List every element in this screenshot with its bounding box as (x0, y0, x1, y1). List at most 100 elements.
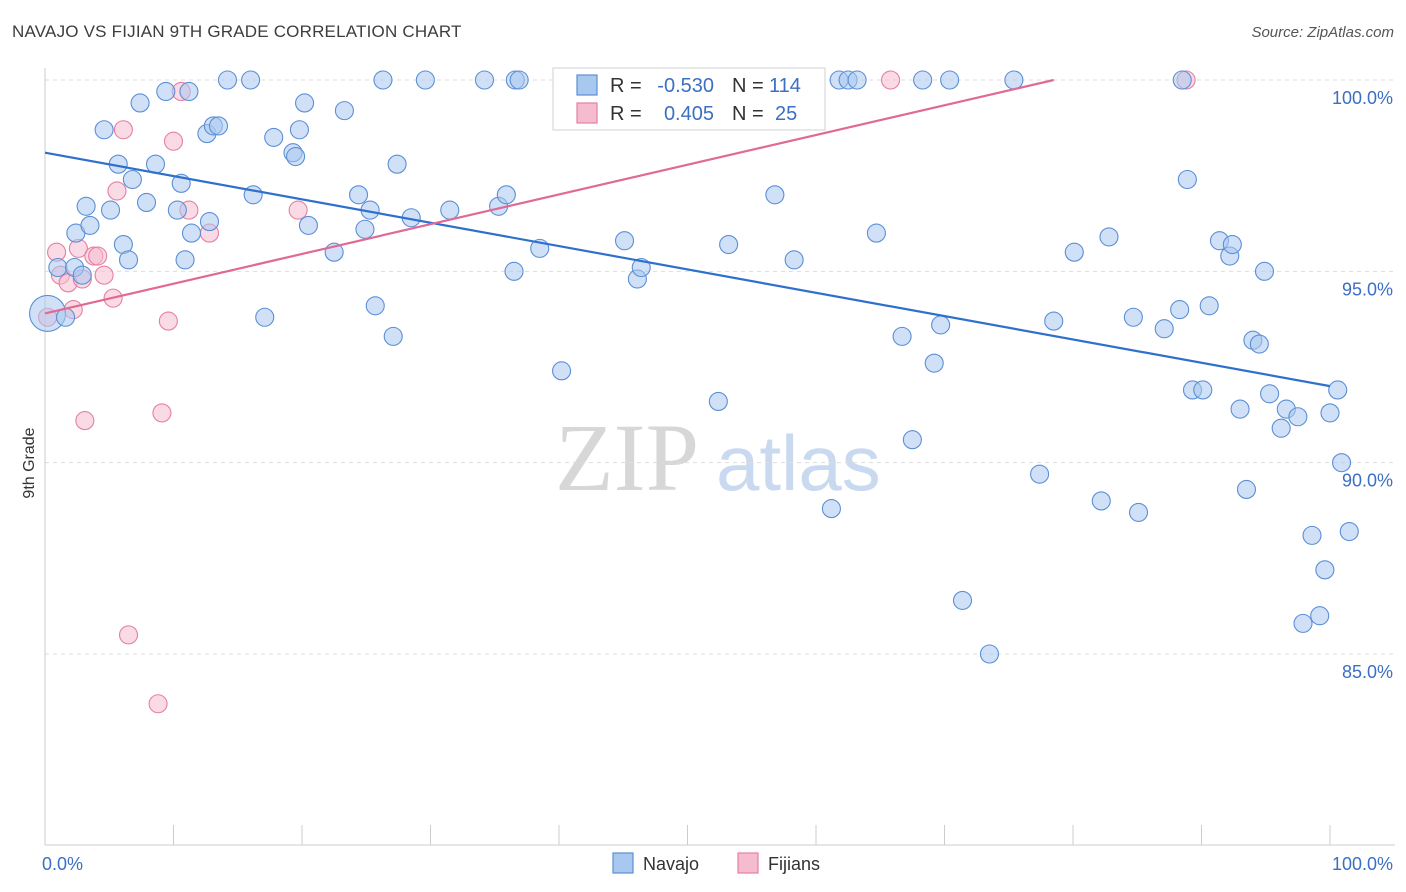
fijians-point (107, 181, 127, 201)
navajo-point (1260, 384, 1280, 404)
navajo-point (348, 185, 369, 205)
legend-navajo-r-label: R = (610, 75, 642, 97)
navajo-point (1254, 261, 1275, 281)
fijians-point (880, 70, 901, 90)
x-tick-label: 100.0% (1332, 854, 1393, 874)
fijians-trend-line (44, 78, 1054, 315)
navajo-point (784, 250, 804, 270)
legend-bottom-navajo-swatch (612, 852, 634, 874)
navajo-point (1193, 380, 1213, 400)
legend-fijians-n-value: 25 (775, 103, 797, 125)
navajo-point (1044, 311, 1064, 331)
navajo-point (1315, 560, 1335, 580)
y-tick-label: 90.0% (1342, 471, 1393, 491)
legend-fijians-r-label: R = (610, 103, 642, 125)
navajo-point (931, 315, 951, 335)
navajo-point (1222, 234, 1242, 255)
navajo-point (1328, 380, 1348, 400)
navajo-point (1199, 296, 1219, 316)
navajo-point (255, 307, 275, 327)
navajo-point (902, 430, 922, 450)
navajo-point (387, 154, 407, 174)
watermark-zip: ZIP (555, 404, 699, 511)
navajo-point (924, 353, 944, 373)
navajo-point (94, 120, 114, 140)
navajo-point (100, 200, 121, 220)
fijians-point (118, 625, 139, 645)
fijians-point (148, 694, 168, 714)
navajo-point (552, 361, 572, 381)
legend-bottom-navajo-label: Navajo (643, 854, 699, 874)
navajo-points (29, 70, 1359, 664)
navajo-point (765, 185, 785, 205)
navajo-point (496, 185, 516, 205)
fijians-point (94, 265, 114, 285)
fijians-points (38, 70, 1196, 714)
legend-series: Navajo Fijians (612, 852, 820, 874)
navajo-point (892, 326, 912, 346)
navajo-point (1177, 169, 1197, 190)
navajo-point (217, 70, 238, 90)
navajo-point (145, 154, 166, 174)
y-axis-label: 9th Grade (21, 427, 38, 498)
navajo-point (821, 499, 841, 519)
navajo-point (122, 169, 142, 190)
navajo-point (474, 70, 495, 90)
navajo-point (631, 257, 651, 278)
navajo-point (76, 196, 96, 216)
navajo-point (181, 223, 202, 243)
chart-title: NAVAJO VS FIJIAN 9TH GRADE CORRELATION C… (12, 22, 462, 41)
x-tick-labels: 0.0% 100.0% (42, 854, 1393, 874)
navajo-point (48, 257, 68, 278)
navajo-point (179, 81, 199, 102)
trend-lines (44, 78, 1331, 388)
navajo-point (1310, 606, 1330, 626)
navajo-point (355, 219, 375, 239)
navajo-point (1128, 502, 1149, 522)
fijians-point (88, 246, 108, 266)
navajo-point (1339, 521, 1359, 542)
navajo-point (167, 200, 187, 220)
navajo-point (156, 81, 176, 102)
navajo-point (866, 223, 886, 243)
navajo-point (415, 70, 435, 90)
navajo-point (1332, 453, 1352, 473)
navajo-point (1172, 70, 1192, 90)
navajo-point (286, 146, 306, 167)
navajo-point (334, 101, 354, 121)
navajo-point (1030, 464, 1050, 484)
navajo-point (118, 250, 139, 270)
navajo-point (1271, 418, 1291, 438)
navajo-point (1154, 319, 1174, 339)
navajo-point (1064, 242, 1084, 262)
navajo-point (72, 265, 92, 285)
x-tick-label: 0.0% (42, 854, 83, 874)
navajo-point (913, 70, 933, 90)
navajo-point (80, 215, 100, 235)
navajo-point (136, 192, 157, 213)
navajo-point (264, 127, 284, 147)
navajo-point (847, 70, 867, 90)
navajo-point (708, 391, 728, 411)
legend-navajo-n-label: N = (732, 75, 764, 97)
navajo-point (298, 215, 318, 235)
legend-fijians-r-value: 0.405 (664, 103, 714, 125)
navajo-point (241, 70, 261, 90)
navajo-point (365, 296, 385, 316)
gridlines (45, 79, 1395, 655)
y-tick-label: 100.0% (1332, 88, 1393, 108)
legend-fijians-n-label: N = (732, 103, 764, 125)
navajo-point (1170, 300, 1190, 320)
navajo-point (979, 644, 1000, 664)
navajo-trend-line (44, 151, 1331, 388)
navajo-point (1320, 403, 1340, 423)
navajo-point (175, 250, 195, 270)
navajo-point (509, 70, 529, 90)
navajo-point (208, 116, 229, 136)
fijians-point (158, 311, 178, 331)
legend-stats-box (552, 67, 826, 131)
y-tick-label: 85.0% (1342, 662, 1393, 682)
navajo-point (1091, 491, 1111, 511)
navajo-point (130, 93, 150, 113)
